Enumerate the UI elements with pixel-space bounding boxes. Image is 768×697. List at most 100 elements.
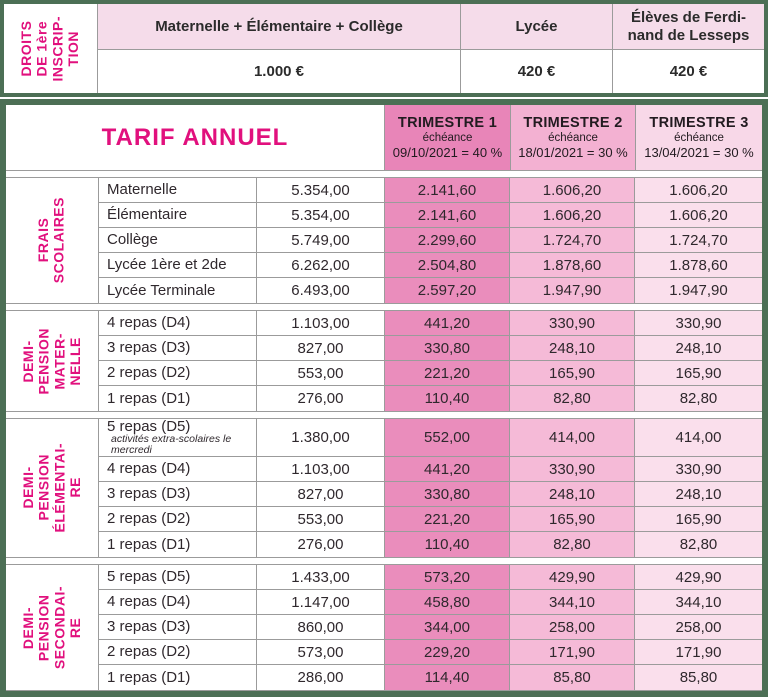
section-label-text: DEMI- PENSION MATER- NELLE bbox=[19, 327, 83, 395]
annual-value-cell: 860,00 bbox=[256, 615, 384, 640]
section-label-text: DEMI- PENSION ÉLÉMENTAI- RE bbox=[19, 443, 83, 533]
column-header-maternelle-elementaire-college: Maternelle + Élémentaire + Collège bbox=[98, 4, 460, 50]
trimester-3-value-cell: 1.606,20 bbox=[634, 203, 762, 228]
trimester-1-due: 09/10/2021 = 40 % bbox=[392, 145, 503, 160]
trimester-3-value-cell: 429,90 bbox=[634, 565, 762, 590]
trimester-3-value-cell: 248,10 bbox=[634, 336, 762, 361]
annual-value-cell: 5.354,00 bbox=[256, 178, 384, 203]
trimester-1-value-cell: 221,20 bbox=[384, 361, 509, 386]
trimester-1-value-cell: 221,20 bbox=[384, 507, 509, 532]
trimester-3-value-cell: 258,00 bbox=[634, 615, 762, 640]
fee-value-lycee: 420 € bbox=[460, 50, 612, 93]
trimester-3-value-cell: 330,90 bbox=[634, 311, 762, 336]
annual-value-cell: 1.147,00 bbox=[256, 590, 384, 615]
row-label: 1 repas (D1) bbox=[107, 535, 191, 553]
trimester-1-header: TRIMESTRE 1 échéance 09/10/2021 = 40 % bbox=[385, 105, 510, 170]
trimester-3-value-cell: 1.724,70 bbox=[634, 228, 762, 253]
section-fraisscolaires: FRAIS SCOLAIRES Maternelle 5.354,00 2.141,6… bbox=[6, 177, 762, 304]
trimester-2-value-cell: 1.606,20 bbox=[509, 203, 634, 228]
trimester-1-value-cell: 330,80 bbox=[384, 482, 509, 507]
trimester-2-value-cell: 248,10 bbox=[509, 336, 634, 361]
row-label-cell: 1 repas (D1) bbox=[99, 532, 256, 557]
annual-value-cell: 6.262,00 bbox=[256, 253, 384, 278]
annual-value-cell: 1.433,00 bbox=[256, 565, 384, 590]
trimester-2-value-cell: 344,10 bbox=[509, 590, 634, 615]
trimester-3-echeance-label: échéance bbox=[674, 132, 724, 144]
row-label: 1 repas (D1) bbox=[107, 389, 191, 407]
trimester-3-value-cell: 82,80 bbox=[634, 386, 762, 411]
trimester-1-value-cell: 344,00 bbox=[384, 615, 509, 640]
annual-value-cell: 5.749,00 bbox=[256, 228, 384, 253]
trimester-2-value-cell: 429,90 bbox=[509, 565, 634, 590]
row-label-cell: 3 repas (D3) bbox=[99, 336, 256, 361]
row-label: 3 repas (D3) bbox=[107, 339, 191, 357]
row-label-cell: 4 repas (D4) bbox=[99, 590, 256, 615]
trimester-1-value-cell: 114,40 bbox=[384, 665, 509, 690]
annual-value-cell: 5.354,00 bbox=[256, 203, 384, 228]
trimester-2-value-cell: 171,90 bbox=[509, 640, 634, 665]
trimester-3-value-cell: 330,90 bbox=[634, 457, 762, 482]
fee-value-ferdinand-de-lesseps: 420 € bbox=[612, 50, 764, 93]
trimester-2-value-cell: 248,10 bbox=[509, 482, 634, 507]
trimester-1-value-cell: 2.299,60 bbox=[384, 228, 509, 253]
trimester-3-value-cell: 1.878,60 bbox=[634, 253, 762, 278]
row-label-cell: Collège bbox=[99, 228, 256, 253]
trimester-2-value-cell: 414,00 bbox=[509, 419, 634, 457]
trimester-1-value-cell: 2.141,60 bbox=[384, 203, 509, 228]
trimester-1-name: TRIMESTRE 1 bbox=[397, 115, 498, 131]
trimester-1-value-cell: 573,20 bbox=[384, 565, 509, 590]
row-label: 3 repas (D3) bbox=[107, 618, 191, 636]
registration-fees-row-header: DROITS DE 1ère INSCRIP- TION bbox=[4, 4, 98, 93]
trimester-1-value-cell: 2.504,80 bbox=[384, 253, 509, 278]
row-label: 2 repas (D2) bbox=[107, 510, 191, 528]
row-label-cell: 2 repas (D2) bbox=[99, 507, 256, 532]
trimester-1-value-cell: 229,20 bbox=[384, 640, 509, 665]
trimester-3-value-cell: 414,00 bbox=[634, 419, 762, 457]
row-label-cell: 1 repas (D1) bbox=[99, 386, 256, 411]
row-label-cell: 2 repas (D2) bbox=[99, 640, 256, 665]
section-demi-pensionsecondai-re: DEMI- PENSION SECONDAI- RE 5 repas (D5) 1.… bbox=[6, 564, 762, 691]
row-label-cell: 2 repas (D2) bbox=[99, 361, 256, 386]
table-title: TARIF ANNUEL bbox=[6, 105, 385, 170]
trimester-2-due: 18/01/2021 = 30 % bbox=[518, 145, 628, 160]
section-label: DEMI- PENSION SECONDAI- RE bbox=[6, 565, 99, 690]
trimester-2-echeance-label: échéance bbox=[548, 132, 598, 144]
trimester-1-value-cell: 110,40 bbox=[384, 532, 509, 557]
section-gap bbox=[6, 412, 762, 418]
annual-value-cell: 553,00 bbox=[256, 507, 384, 532]
row-label: 5 repas (D5) bbox=[107, 417, 191, 435]
registration-fees-row-header-label: DROITS DE 1ère INSCRIP- TION bbox=[18, 15, 82, 82]
trimester-2-value-cell: 1.724,70 bbox=[509, 228, 634, 253]
section-demi-pensionmater-nelle: DEMI- PENSION MATER- NELLE 4 repas (D4) 1.… bbox=[6, 310, 762, 412]
trimester-3-value-cell: 1.947,90 bbox=[634, 278, 762, 303]
sections-container: FRAIS SCOLAIRES Maternelle 5.354,00 2.141,6… bbox=[6, 171, 762, 691]
row-label: 2 repas (D2) bbox=[107, 364, 191, 382]
trimester-2-name: TRIMESTRE 2 bbox=[523, 115, 623, 131]
row-label: 4 repas (D4) bbox=[107, 314, 191, 332]
row-label-cell: 4 repas (D4) bbox=[99, 311, 256, 336]
trimester-1-value-cell: 2.141,60 bbox=[384, 178, 509, 203]
trimester-1-value-cell: 552,00 bbox=[384, 419, 509, 457]
annual-value-cell: 573,00 bbox=[256, 640, 384, 665]
row-label: Lycée 1ère et 2de bbox=[107, 256, 227, 274]
trimester-3-name: TRIMESTRE 3 bbox=[649, 115, 749, 131]
trimester-1-value-cell: 458,80 bbox=[384, 590, 509, 615]
row-label: 4 repas (D4) bbox=[107, 593, 191, 611]
row-label: 1 repas (D1) bbox=[107, 668, 191, 686]
trimester-1-value-cell: 2.597,20 bbox=[384, 278, 509, 303]
trimester-3-value-cell: 82,80 bbox=[634, 532, 762, 557]
row-label-cell: Lycée Terminale bbox=[99, 278, 256, 303]
trimester-3-value-cell: 171,90 bbox=[634, 640, 762, 665]
trimester-2-value-cell: 82,80 bbox=[509, 386, 634, 411]
row-label: 5 repas (D5) bbox=[107, 568, 191, 586]
trimester-1-echeance-label: échéance bbox=[422, 132, 473, 144]
row-label-note: activités extra-scolaires le mercredi bbox=[111, 433, 232, 457]
row-label: Lycée Terminale bbox=[107, 281, 216, 299]
section-label-text: DEMI- PENSION SECONDAI- RE bbox=[19, 585, 83, 670]
trimester-1-value-cell: 110,40 bbox=[384, 386, 509, 411]
section-label-text: FRAIS SCOLAIRES bbox=[35, 197, 67, 284]
trimester-1-value-cell: 441,20 bbox=[384, 457, 509, 482]
annual-tariff-header-row: TARIF ANNUEL TRIMESTRE 1 échéance 09/10/… bbox=[6, 105, 762, 171]
row-label-cell: Élémentaire bbox=[99, 203, 256, 228]
